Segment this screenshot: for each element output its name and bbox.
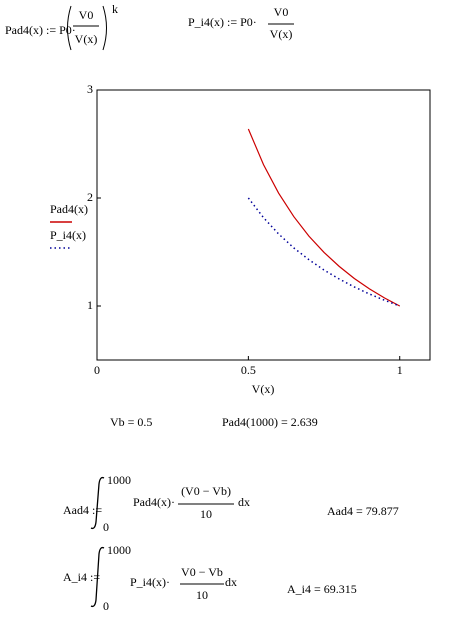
numerator: V0 (274, 5, 289, 19)
numerator: (V0 − Vb) (181, 484, 231, 498)
upper-limit: 1000 (107, 543, 131, 557)
legend-label: Pad4(x) (50, 202, 88, 216)
upper-limit: 1000 (107, 473, 131, 487)
chart: V(x) 1 2 3 0 0.5 1 Pad4(x) P_i4(x) (50, 82, 431, 396)
dx: dx (238, 495, 250, 509)
denominator: V(x) (270, 27, 293, 41)
x-tick-label: 0.5 (241, 363, 256, 377)
denominator: 10 (196, 588, 208, 602)
dx: dx (225, 575, 237, 589)
lower-limit: 0 (103, 520, 109, 534)
paren (67, 5, 72, 51)
plot-frame (96, 89, 431, 361)
integral-sign (90, 476, 105, 530)
y-tick-label: 3 (87, 82, 93, 96)
definition-lhs: P_i4(x) := P0· (188, 15, 257, 29)
integral-lhs: Aad4 := (63, 503, 102, 517)
y-tick-label: 2 (87, 190, 93, 204)
legend-label: P_i4(x) (50, 228, 86, 242)
result: Vb = 0.5 (110, 415, 152, 429)
lower-limit: 0 (103, 599, 109, 613)
integral-sign (90, 546, 105, 608)
integrand: Pad4(x)· (133, 495, 175, 509)
integral-lhs: A_i4 := (63, 570, 100, 584)
x-tick-label: 1 (397, 363, 403, 377)
x-axis-label: V(x) (252, 382, 275, 396)
denominator: 10 (200, 507, 212, 521)
denominator: V(x) (75, 32, 98, 46)
series-line (247, 197, 400, 307)
numerator: V0 − Vb (181, 565, 223, 579)
result: A_i4 = 69.315 (287, 582, 357, 596)
integrand: P_i4(x)· (130, 575, 170, 589)
result: Aad4 = 79.877 (327, 504, 399, 518)
definition-lhs: Pad4(x) := P0· (5, 23, 76, 37)
x-tick-label: 0 (94, 363, 100, 377)
result: Pad4(1000) = 2.639 (222, 415, 318, 429)
numerator: V0 (79, 8, 94, 22)
series-line (247, 128, 401, 307)
paren (102, 5, 107, 51)
exponent: k (112, 2, 118, 16)
y-tick-label: 1 (87, 298, 93, 312)
